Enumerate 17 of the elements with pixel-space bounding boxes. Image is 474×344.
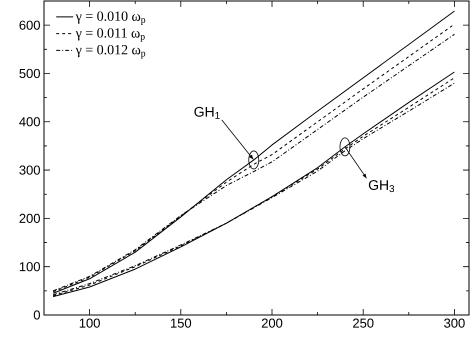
- y-tick-label: 100: [20, 262, 40, 272]
- x-tick-label: 300: [444, 318, 465, 328]
- y-tick-label: 600: [20, 20, 40, 30]
- y-tick-label: 300: [19, 165, 40, 175]
- x-tick-label: 200: [262, 318, 282, 328]
- y-tick-label: 0: [34, 310, 40, 320]
- x-tick-label: 250: [353, 318, 374, 328]
- x-tick-label: 100: [80, 318, 100, 328]
- y-tick-label: 500: [19, 68, 40, 78]
- legend-label: γ = 0.010 ω$_{p}$: [76, 11, 146, 25]
- annotation: GH$_{3}$: [368, 180, 394, 192]
- y-tick-label: 400: [19, 117, 40, 126]
- annotation: GH$_{1}$: [194, 106, 220, 119]
- legend-label: γ = 0.011 ω$_{p}$: [76, 28, 145, 42]
- legend-label: γ = 0.012 ω$_{p}$: [76, 44, 146, 58]
- x-tick-label: 150: [170, 318, 192, 328]
- y-tick-label: 200: [20, 214, 40, 223]
